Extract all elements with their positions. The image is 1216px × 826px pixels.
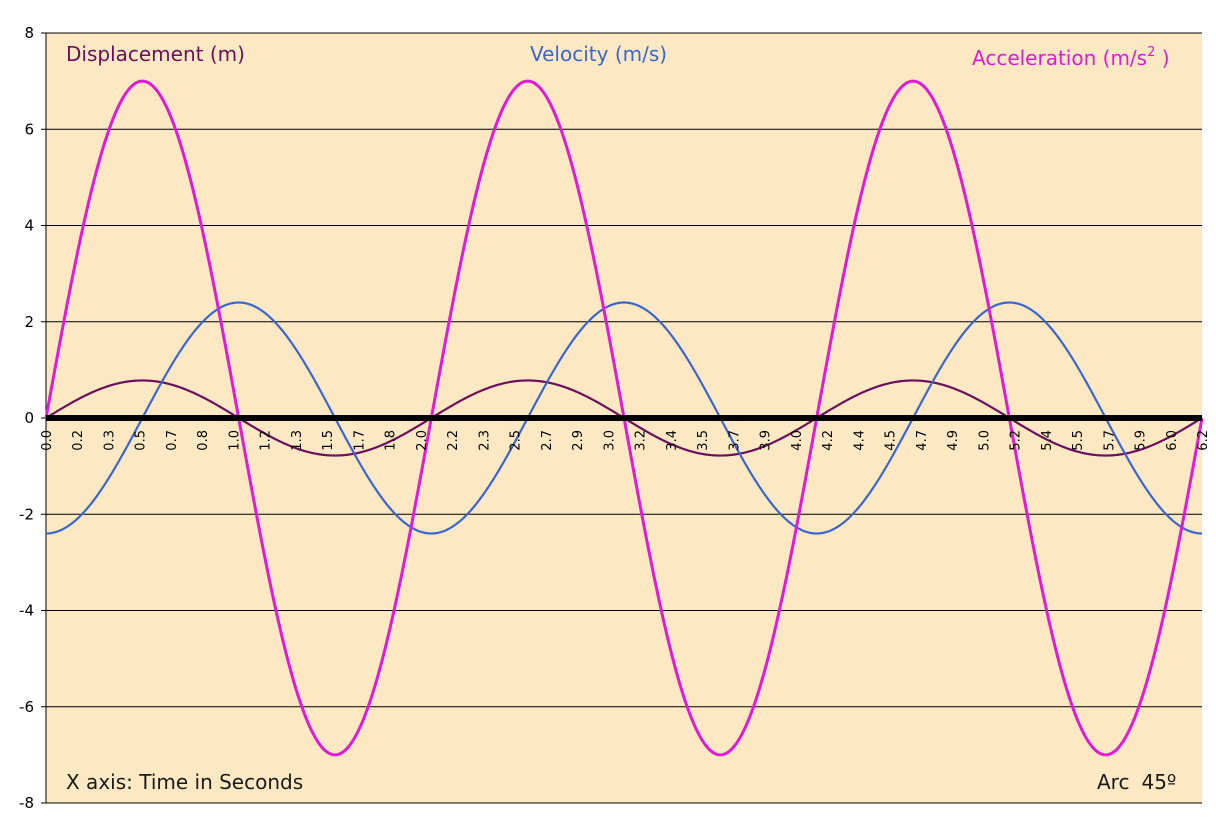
x-tick-label: 4.7 (915, 430, 930, 451)
x-tick-label: 2.5 (509, 430, 524, 451)
x-tick-label: 5.2 (1009, 430, 1024, 451)
x-tick-label: 0.2 (71, 430, 86, 451)
x-tick-label: 0.3 (102, 430, 117, 451)
x-axis-note: X axis: Time in Seconds (66, 770, 303, 794)
x-tick-label: 0.8 (196, 430, 211, 451)
x-axis-ticks: 0.0 0.2 0.3 0.5 0.7 0.8 1.0 1.2 1.3 1.5 1.7 1.8 2.0 2… (40, 430, 1211, 451)
y-tick-label: -4 (19, 602, 34, 620)
x-tick-label: 6.0 (1165, 430, 1180, 451)
x-tick-label: 0.7 (165, 430, 180, 451)
arc-label: Arc (1097, 770, 1129, 794)
x-tick-label: 3.4 (665, 430, 680, 451)
x-tick-label: 0.0 (40, 430, 55, 451)
y-tick-label: 2 (24, 313, 34, 331)
x-tick-label: 4.9 (946, 430, 961, 451)
y-tick-label: -6 (19, 698, 34, 716)
y-tick-label: 8 (24, 24, 34, 42)
x-tick-label: 5.5 (1071, 430, 1086, 451)
y-tick-label: 0 (24, 409, 34, 427)
x-tick-label: 1.7 (352, 430, 367, 451)
legend-acceleration-superscript: 2 (1147, 45, 1155, 60)
x-tick-label: 2.9 (571, 430, 586, 451)
x-tick-label: 5.4 (1040, 430, 1055, 451)
x-tick-label: 1.8 (384, 430, 399, 451)
x-tick-label: 4.5 (884, 430, 899, 451)
x-tick-label: 4.2 (821, 430, 836, 451)
x-tick-label: 5.7 (1102, 430, 1117, 451)
y-tick-label: -2 (19, 505, 34, 523)
x-tick-label: 0.5 (134, 430, 149, 451)
x-tick-label: 6.2 (1196, 430, 1211, 451)
y-tick-label: -8 (19, 794, 34, 812)
legend-acceleration-suffix: ) (1155, 46, 1169, 70)
x-tick-label: 3.2 (634, 430, 649, 451)
x-tick-label: 3.5 (696, 430, 711, 451)
legend: Displacement (m) Velocity (m/s) Accelera… (66, 42, 1170, 70)
gridlines (46, 32, 1202, 804)
x-tick-label: 2.3 (477, 430, 492, 451)
legend-displacement: Displacement (m) (66, 42, 245, 66)
x-tick-label: 5.0 (977, 430, 992, 451)
x-tick-label: 1.5 (321, 430, 336, 451)
x-tick-label: 1.3 (290, 430, 305, 451)
y-tick-label: 6 (24, 120, 34, 138)
arc-value: 45º (1141, 770, 1176, 794)
x-tick-label: 1.0 (227, 430, 242, 451)
x-tick-label: 2.7 (540, 430, 555, 451)
x-tick-label: 3.0 (602, 430, 617, 451)
x-tick-label: 2.2 (446, 430, 461, 451)
x-tick-label: 1.2 (259, 430, 274, 451)
y-axis: 8 6 4 2 0 -2 -4 -6 -8 (19, 24, 47, 812)
legend-acceleration: Acceleration (m/s2 ) (972, 45, 1170, 70)
legend-acceleration-text: Acceleration (m/s (972, 46, 1147, 70)
arc-annotation: Arc 45º (1097, 770, 1176, 794)
series-line-1 (45, 301, 1203, 535)
x-tick-label: 3.7 (727, 430, 742, 451)
y-tick-label: 4 (24, 217, 34, 235)
x-tick-label: 4.0 (790, 430, 805, 451)
legend-velocity: Velocity (m/s) (530, 42, 667, 66)
x-tick-label: 3.9 (759, 430, 774, 451)
x-tick-label: 5.9 (1134, 430, 1149, 451)
x-tick-label: 4.4 (852, 430, 867, 451)
x-tick-label: 2.0 (415, 430, 430, 451)
